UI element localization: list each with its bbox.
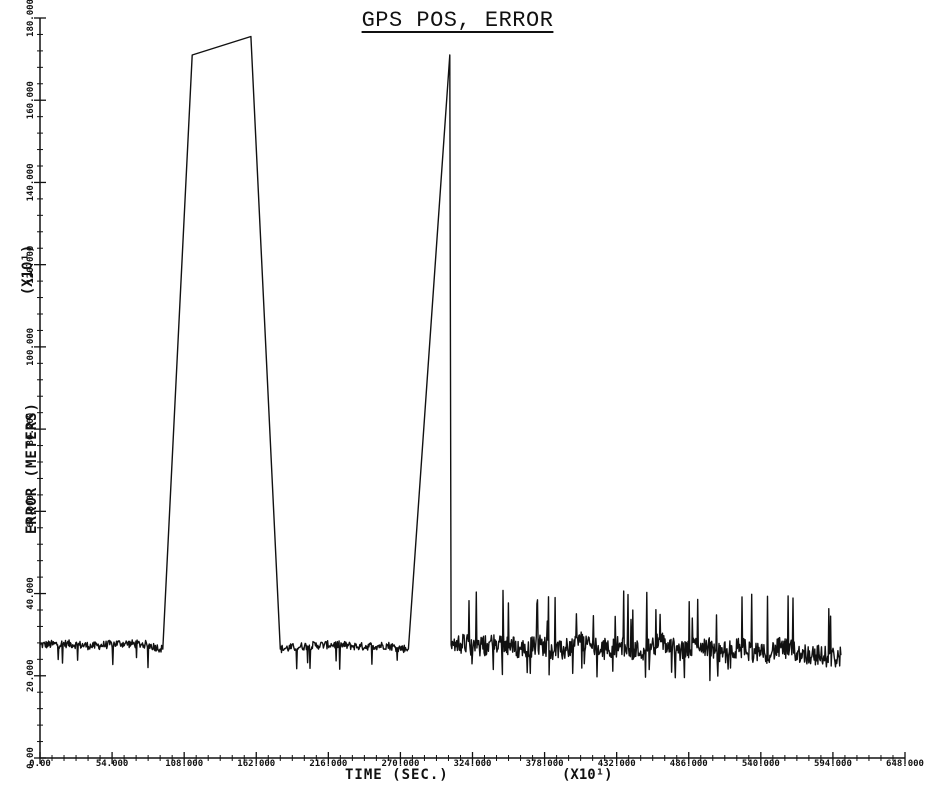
y-tick-label: 80.000 [26,413,36,446]
y-tick-label: 20.000 [26,660,36,693]
y-tick-label: 100.000 [26,328,36,366]
x-tick-label: 486.000 [670,759,708,769]
chart-ticks: 0.00 54.000 108.000 162.000 216.000 270.000 32… [26,0,924,769]
chart-title: GPS POS, ERROR [361,8,554,33]
x-axis-label: TIME (SEC.) [345,767,449,783]
y-axis-multiplier: (X10¹) [20,244,36,296]
x-tick-label: 432.000 [598,759,636,769]
y-axis-label: ERROR (METERS) [24,402,40,535]
y-tick-label: 120.000 [26,246,36,284]
y-tick-label: 0.00 [26,747,36,769]
chart-series [39,35,842,682]
y-tick-label: 60.000 [26,495,36,528]
x-tick-label: 54.000 [96,759,129,769]
x-tick-label: 216.000 [309,759,347,769]
x-tick-label: 162.000 [237,759,275,769]
x-tick-label: 540.000 [742,759,780,769]
y-tick-label: 180.000 [26,0,36,37]
x-tick-label: 324.000 [454,759,492,769]
x-tick-label: 594.000 [814,759,852,769]
series-line [39,35,842,682]
y-tick-label: 160.000 [26,81,36,119]
x-tick-label: 648.000 [886,759,924,769]
x-axis-multiplier: (X10¹) [562,767,613,783]
x-tick-label: 270.000 [381,759,419,769]
x-tick-label: 378.000 [526,759,564,769]
x-tick-label: 0.00 [29,759,51,769]
y-tick-label: 40.000 [26,577,36,610]
y-tick-label: 140.000 [26,163,36,201]
x-tick-label: 108.000 [165,759,203,769]
